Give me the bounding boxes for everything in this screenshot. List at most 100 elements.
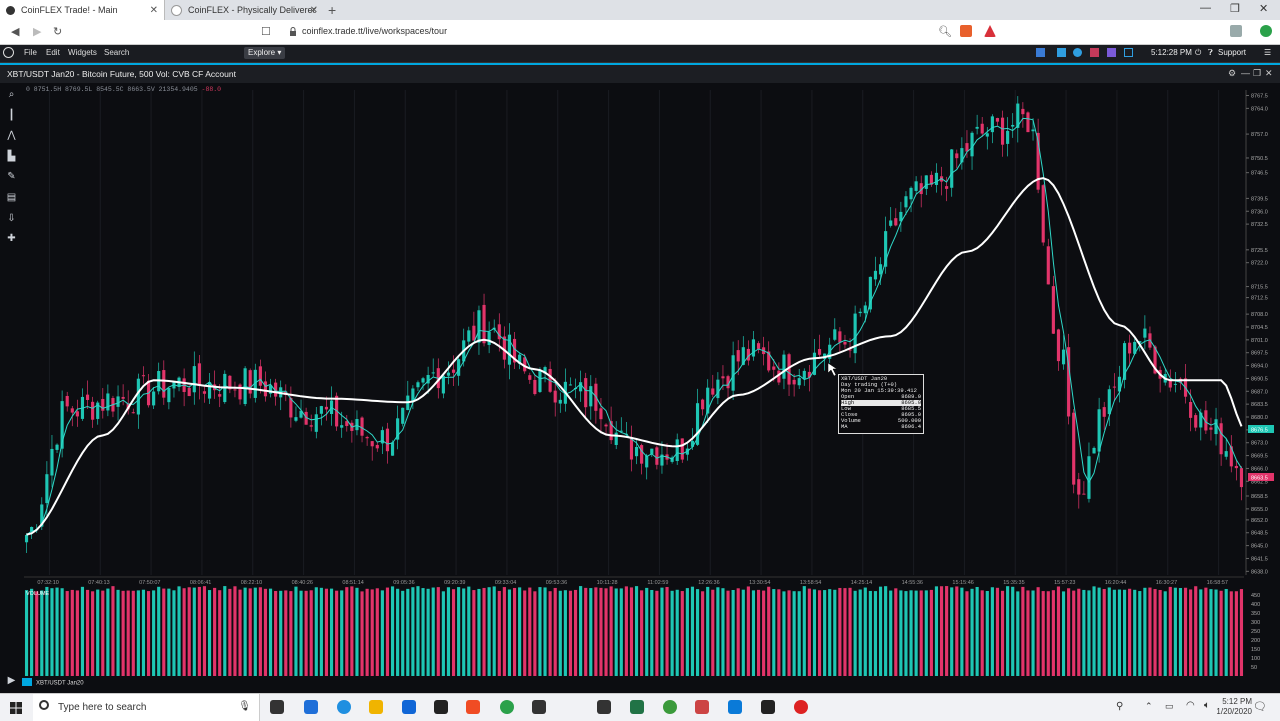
chart-icon[interactable] <box>1057 48 1066 57</box>
candles-icon[interactable]: ┃ <box>8 110 15 121</box>
globe-icon[interactable] <box>1073 48 1082 57</box>
url-field[interactable]: coinflex.trade.tt/live/workspaces/tour <box>302 26 448 36</box>
bookmark-icon[interactable]: ☐ <box>261 26 271 38</box>
candle <box>690 440 695 447</box>
excel-icon[interactable] <box>630 700 644 714</box>
crosshair-icon[interactable]: ✚ <box>7 233 16 244</box>
indicator-icon[interactable]: ⋀ <box>7 130 16 141</box>
volume-bar <box>955 586 959 676</box>
tab-coinflex-main[interactable]: CoinFLEX Trade! - Main ✕ <box>0 0 164 20</box>
close-tab-icon[interactable]: ✕ <box>309 4 318 16</box>
candle <box>1031 129 1035 132</box>
app-icon-3[interactable] <box>695 700 709 714</box>
taskbar-date: 1/20/2020 <box>1216 707 1252 716</box>
search-icon[interactable]: ⌕ <box>8 89 15 100</box>
extension-icon[interactable] <box>1230 25 1242 37</box>
tray-chevron-icon[interactable]: ⌃ <box>1145 701 1153 711</box>
candle <box>619 430 623 432</box>
dropbox-icon[interactable] <box>402 700 416 714</box>
app-icon-5[interactable] <box>794 700 808 714</box>
close-window-icon[interactable]: ✕ <box>1259 3 1269 15</box>
price-chart[interactable]: 8767.5 8764.0 8757.0 8750.5 8746.5 8739.5 8736… <box>0 83 1280 693</box>
candle <box>487 331 491 345</box>
microphone-icon[interactable]: 🎙︎ <box>238 701 251 712</box>
volume-bar <box>1219 590 1223 676</box>
task-view-icon[interactable] <box>270 700 284 714</box>
close-widget-icon[interactable]: ✕ <box>1265 68 1273 78</box>
layout-icon[interactable] <box>1036 48 1045 57</box>
settings-icon[interactable]: ⚙ <box>1228 68 1237 78</box>
wifi-icon[interactable]: ◠ <box>1186 700 1195 711</box>
app-menu-icon[interactable]: ☰ <box>1264 48 1272 57</box>
layers-icon[interactable]: ▤ <box>6 192 17 203</box>
volume-bar <box>446 587 451 676</box>
minimize-widget-icon[interactable]: — <box>1241 68 1250 78</box>
candle <box>1117 376 1122 392</box>
volume-bar <box>863 587 867 676</box>
explore-button[interactable]: Explore ▾ <box>244 47 286 59</box>
tooltip-key: Open <box>841 393 855 400</box>
help-icon[interactable]: ❓︎ <box>1208 48 1213 57</box>
menu-file[interactable]: File <box>24 48 37 57</box>
chart-window-title: XBT/USDT Jan20 - Bitcoin Future, 500 Vol… <box>7 69 236 79</box>
taskbar-search[interactable]: Type here to search 🎙︎ <box>33 694 260 721</box>
table-icon[interactable] <box>1107 48 1116 57</box>
zoom-icon[interactable]: 🔍︎ <box>938 26 952 38</box>
menu-search[interactable]: Search <box>104 48 130 57</box>
menu-widgets[interactable]: Widgets <box>68 48 97 57</box>
photos-icon[interactable] <box>761 700 775 714</box>
volume-tick-label: 200 <box>1251 638 1260 644</box>
chrome-icon[interactable] <box>500 700 514 714</box>
maximize-icon[interactable]: ❐ <box>1230 3 1240 15</box>
back-icon[interactable]: ◀ <box>11 26 20 38</box>
volume-bar <box>914 590 918 676</box>
candle <box>248 370 252 394</box>
close-tab-icon[interactable]: ✕ <box>149 4 158 16</box>
taskbar-clock[interactable]: 5:12 PM 1/20/2020 <box>1216 697 1252 717</box>
app-icon-1[interactable] <box>304 700 318 714</box>
window-icon[interactable] <box>1124 48 1133 57</box>
play-icon[interactable]: ▶ <box>7 675 16 686</box>
save-icon[interactable]: ⇩ <box>7 213 16 224</box>
calendar-icon[interactable] <box>597 700 611 714</box>
file-explorer-icon[interactable] <box>369 700 383 714</box>
support-button[interactable]: Support <box>1218 48 1247 57</box>
store-icon[interactable] <box>532 700 546 714</box>
volume-bar <box>629 587 634 676</box>
candle <box>1021 108 1025 115</box>
forward-icon[interactable]: ▶ <box>33 26 42 38</box>
app-icon-4[interactable] <box>728 700 742 714</box>
pen-icon[interactable]: ✎ <box>7 171 16 182</box>
price-tick-label: 8687.0 <box>1251 389 1268 395</box>
volume-bar <box>1194 586 1198 676</box>
brave-icon[interactable] <box>466 700 480 714</box>
new-tab-icon[interactable]: + <box>328 2 337 18</box>
mail-icon[interactable] <box>434 700 448 714</box>
rewards-icon[interactable] <box>984 25 996 37</box>
volume-label: VOLUME <box>26 591 50 597</box>
bars-icon[interactable]: ▙ <box>7 151 16 162</box>
volume-bar <box>152 590 156 676</box>
restore-widget-icon[interactable]: ❐ <box>1253 68 1262 78</box>
edge-icon[interactable] <box>337 700 351 714</box>
power-icon[interactable]: ⏻ <box>1195 48 1202 57</box>
volume-bar <box>177 586 181 676</box>
reload-icon[interactable]: ↻ <box>53 26 63 38</box>
notifications-icon[interactable]: 🗨︎ <box>1253 701 1267 713</box>
candle <box>85 394 90 400</box>
brave-shield-icon[interactable] <box>960 25 972 37</box>
candle <box>385 428 390 452</box>
battery-icon[interactable]: ▭ <box>1165 701 1174 711</box>
app-icon-2[interactable] <box>663 700 677 714</box>
tab-coinflex-physically[interactable]: CoinFLEX - Physically Delivered Cr ✕ <box>164 0 324 20</box>
grid-icon[interactable] <box>1090 48 1099 57</box>
candle <box>45 474 49 504</box>
windows-start-icon[interactable] <box>10 701 22 714</box>
menu-edit[interactable]: Edit <box>46 48 60 57</box>
profile-icon[interactable] <box>1260 25 1272 37</box>
volume-bar <box>853 590 857 676</box>
volume-icon[interactable]: 🔈︎ <box>1204 700 1210 711</box>
minimize-icon[interactable]: — <box>1200 2 1211 14</box>
network-person-icon[interactable]: ⚲ <box>1116 701 1124 712</box>
candle <box>340 425 344 428</box>
